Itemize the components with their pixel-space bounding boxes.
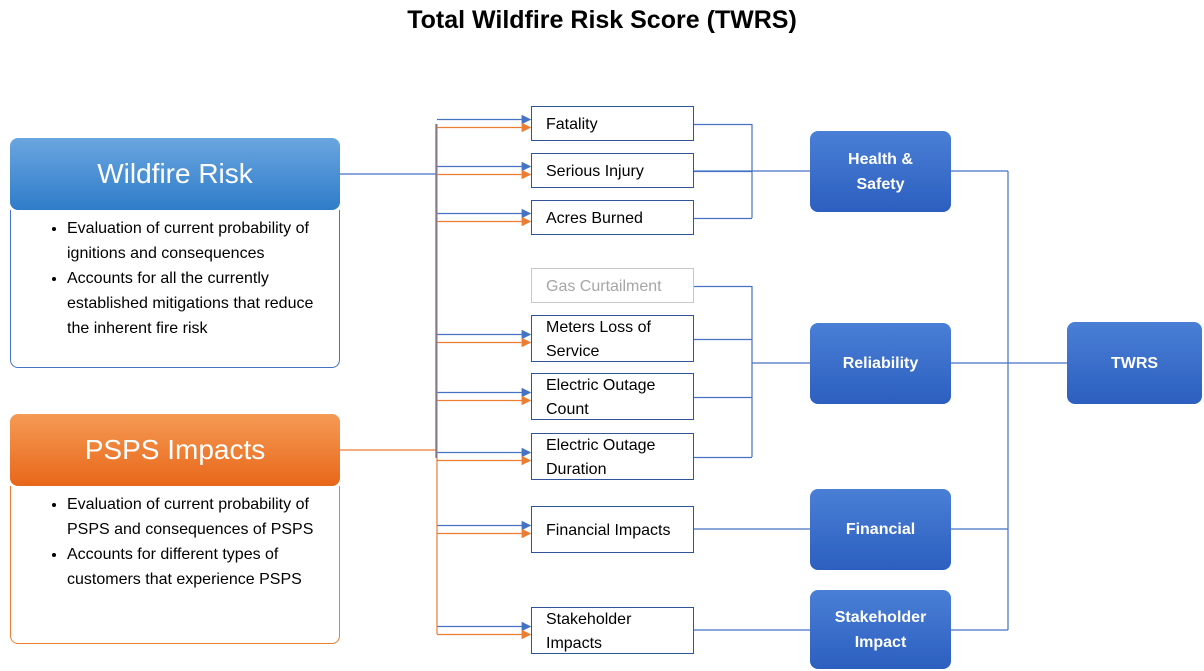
source-bullets: Evaluation of current probability of ign…: [10, 210, 340, 368]
bullet-list: Evaluation of current probability of ign…: [11, 216, 319, 341]
consequence-box: Financial Impacts: [531, 506, 694, 553]
bullet: Evaluation of current probability of ign…: [67, 216, 319, 266]
bullet: Accounts for different types of customer…: [67, 542, 319, 592]
bullet-list: Evaluation of current probability of PSP…: [11, 492, 319, 592]
category-box: Stakeholder Impact: [810, 590, 951, 669]
consequence-box: Fatality: [531, 106, 694, 141]
consequence-box: Stakeholder Impacts: [531, 607, 694, 654]
source-header: Wildfire Risk: [10, 138, 340, 210]
result-box: TWRS: [1067, 322, 1202, 404]
source-bullets: Evaluation of current probability of PSP…: [10, 486, 340, 644]
bullet: Accounts for all the currently establish…: [67, 266, 319, 341]
consequence-box: Acres Burned: [531, 200, 694, 235]
category-box: Financial: [810, 489, 951, 570]
bullet: Evaluation of current probability of PSP…: [67, 492, 319, 542]
category-box: Health & Safety: [810, 131, 951, 212]
category-box: Reliability: [810, 323, 951, 404]
consequence-box: Electric Outage Duration: [531, 433, 694, 480]
consequence-box: Meters Loss of Service: [531, 315, 694, 362]
title: Total Wildfire Risk Score (TWRS): [407, 6, 797, 34]
source-header: PSPS Impacts: [10, 414, 340, 486]
consequence-box: Electric Outage Count: [531, 373, 694, 420]
consequence-box: Serious Injury: [531, 153, 694, 188]
consequence-box: Gas Curtailment: [531, 268, 694, 303]
